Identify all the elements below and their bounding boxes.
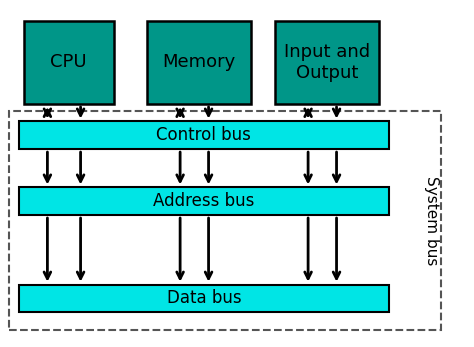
Bar [19, 121, 389, 149]
Text: System bus: System bus [424, 176, 439, 265]
Bar [275, 21, 379, 104]
Text: Address bus: Address bus [153, 192, 255, 210]
Bar [147, 21, 251, 104]
Bar [9, 111, 441, 330]
Text: Input and
Output: Input and Output [284, 43, 370, 82]
Text: Data bus: Data bus [166, 289, 241, 307]
Text: Memory: Memory [163, 53, 236, 71]
Bar [24, 21, 114, 104]
Text: CPU: CPU [50, 53, 87, 71]
Bar [19, 187, 389, 215]
Bar [19, 285, 389, 312]
Text: Control bus: Control bus [156, 126, 251, 144]
